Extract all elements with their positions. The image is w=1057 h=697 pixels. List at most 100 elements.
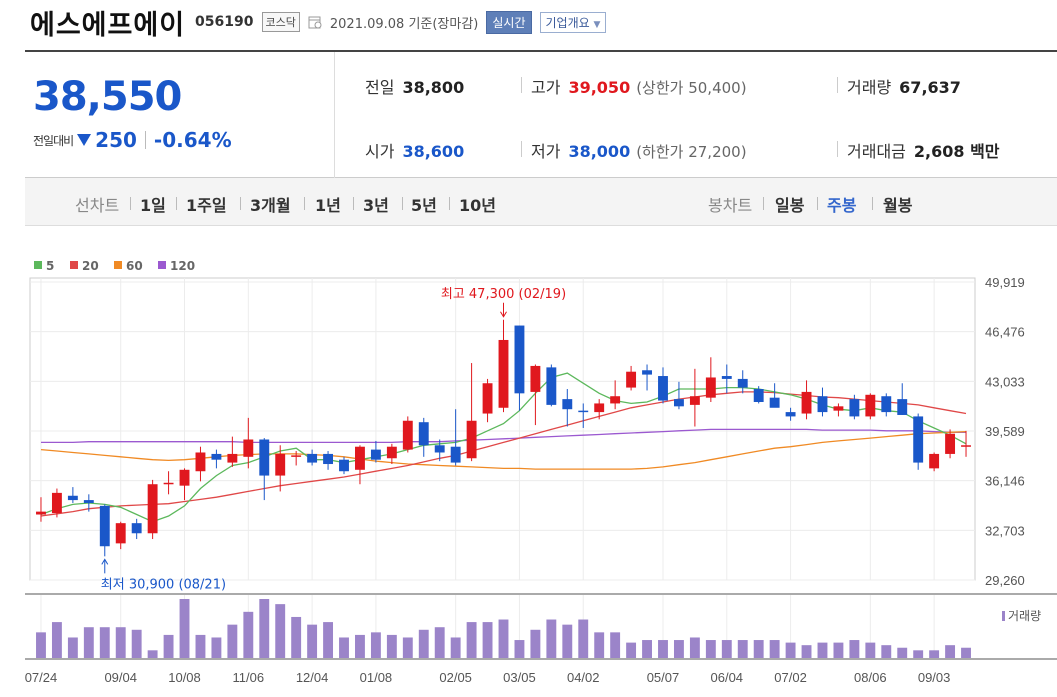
x-tick-label: 03/05: [503, 670, 536, 685]
candle-weekly[interactable]: 주봉: [827, 196, 857, 215]
ma20-line: [40, 391, 967, 517]
candle-body: [881, 396, 892, 413]
candle-body: [466, 420, 477, 459]
candle-body: [131, 523, 142, 534]
candle-body: [594, 403, 605, 413]
volume-bar: [769, 640, 780, 658]
period-1d[interactable]: 1일: [140, 196, 166, 215]
volume-bar: [67, 637, 78, 658]
volume-bar: [434, 627, 445, 658]
candle-body: [370, 449, 381, 460]
x-tick-label: 08/06: [854, 670, 887, 685]
high-price: 고가 39,050 (상한가 50,400): [531, 74, 747, 98]
plot-frame: [29, 277, 976, 581]
candle-body: [482, 383, 493, 414]
volume-bar: [450, 637, 461, 658]
x-tick-label: 01/08: [360, 670, 393, 685]
candle-monthly[interactable]: 월봉: [883, 196, 913, 215]
divider: [176, 197, 177, 210]
low-value: 38,000: [568, 142, 631, 161]
volume-bar: [339, 637, 349, 658]
change-amount: 250: [95, 128, 137, 152]
candle-body: [195, 452, 206, 472]
volume-bar: [323, 622, 334, 658]
min-price-annotation: 최저 30,900 (08/21): [101, 577, 226, 592]
price-summary: 38,550 전일대비 250 -0.64% 전일 38,800 고가 39,0…: [25, 50, 1057, 178]
volume-bar: [833, 642, 844, 658]
max-price-annotation: 최고 47,300 (02/19): [441, 287, 566, 302]
divider: [763, 197, 764, 210]
period-1y[interactable]: 1년: [315, 196, 341, 215]
candle-body: [689, 396, 700, 405]
legend-swatch: [34, 261, 42, 269]
candle-body: [275, 453, 286, 476]
volume-legend-label: 거래량: [1008, 609, 1041, 623]
x-tick-label: 02/05: [439, 670, 472, 685]
candle-body: [610, 396, 621, 404]
ma5-line: [40, 372, 967, 523]
x-tick-label: 11/06: [233, 670, 265, 685]
company-name: 에스에프에이: [30, 9, 186, 41]
volume-bar: [626, 642, 637, 658]
chevron-down-icon: ▼: [593, 19, 601, 30]
candle-body: [737, 378, 748, 388]
date-label: 2021.09.08 기준(장마감): [329, 16, 479, 32]
legend-swatch: [114, 261, 122, 269]
period-5y[interactable]: 5년: [411, 196, 437, 215]
legend-label: 20: [82, 259, 99, 273]
period-1w[interactable]: 1주일: [186, 196, 227, 215]
realtime-button[interactable]: 실시간: [486, 10, 532, 34]
stock-chart: 49,919 46,476 43,033 39,589 36,146 32,703 29,2…: [25, 259, 1057, 685]
volume-bar: [131, 629, 142, 658]
candle-chart-label: 봉차트: [708, 196, 753, 215]
prev-close-value: 38,800: [402, 78, 465, 97]
volume-bar: [259, 599, 270, 658]
volume-bar: [578, 619, 589, 658]
legend-label: 5: [46, 259, 54, 273]
candle-body: [721, 376, 732, 379]
candle-body: [849, 399, 860, 417]
volume-bar: [370, 632, 381, 658]
volume-bar: [785, 642, 796, 658]
candle-daily[interactable]: 일봉: [775, 196, 805, 215]
candle-body: [801, 391, 812, 414]
candle-body: [434, 445, 445, 453]
candle-body: [211, 453, 222, 460]
volume-bar: [211, 637, 222, 658]
volume-bar: [243, 611, 254, 658]
market-badge: 코스닥: [261, 12, 300, 32]
period-10y[interactable]: 10년: [459, 196, 496, 215]
divider: [521, 77, 522, 93]
volume-bar: [801, 645, 812, 658]
current-price-cell: 38,550 전일대비 250 -0.64%: [25, 52, 335, 178]
period-3m[interactable]: 3개월: [250, 196, 291, 215]
volume-bar: [386, 634, 397, 658]
y-tick-label: 49,919: [985, 275, 1025, 290]
divider: [872, 197, 873, 210]
high-label: 고가: [531, 78, 561, 97]
open-price: 시가 38,600: [365, 138, 464, 162]
volume-bar: [115, 627, 126, 658]
divider: [449, 197, 450, 210]
company-overview-dropdown[interactable]: 기업개요 ▼: [539, 11, 607, 33]
volume-bar: [897, 647, 908, 658]
candle-body: [307, 453, 318, 463]
price-change-line: 전일대비 250 -0.64%: [33, 128, 232, 152]
stock-code: 056190: [195, 14, 254, 30]
divider: [304, 197, 305, 210]
volume-bar: [418, 629, 429, 658]
candle-body: [546, 367, 557, 405]
amount-value: 2,608 백만: [913, 142, 1000, 161]
candle-body: [339, 459, 349, 472]
candle-body: [626, 371, 637, 388]
period-3y[interactable]: 3년: [363, 196, 389, 215]
candle-body: [147, 484, 158, 534]
max-arrow-head: [500, 311, 507, 318]
volume-bar: [307, 624, 318, 658]
volume-bar: [689, 637, 700, 658]
candle-body: [386, 446, 397, 459]
stock-header: 에스에프에이 056190 코스닥 2021.09.08 기준(장마감) 실시간…: [30, 6, 607, 41]
candle-body: [418, 422, 429, 446]
amount-stat: 거래대금 2,608 백만: [847, 138, 1000, 162]
volume-bar: [530, 629, 541, 658]
